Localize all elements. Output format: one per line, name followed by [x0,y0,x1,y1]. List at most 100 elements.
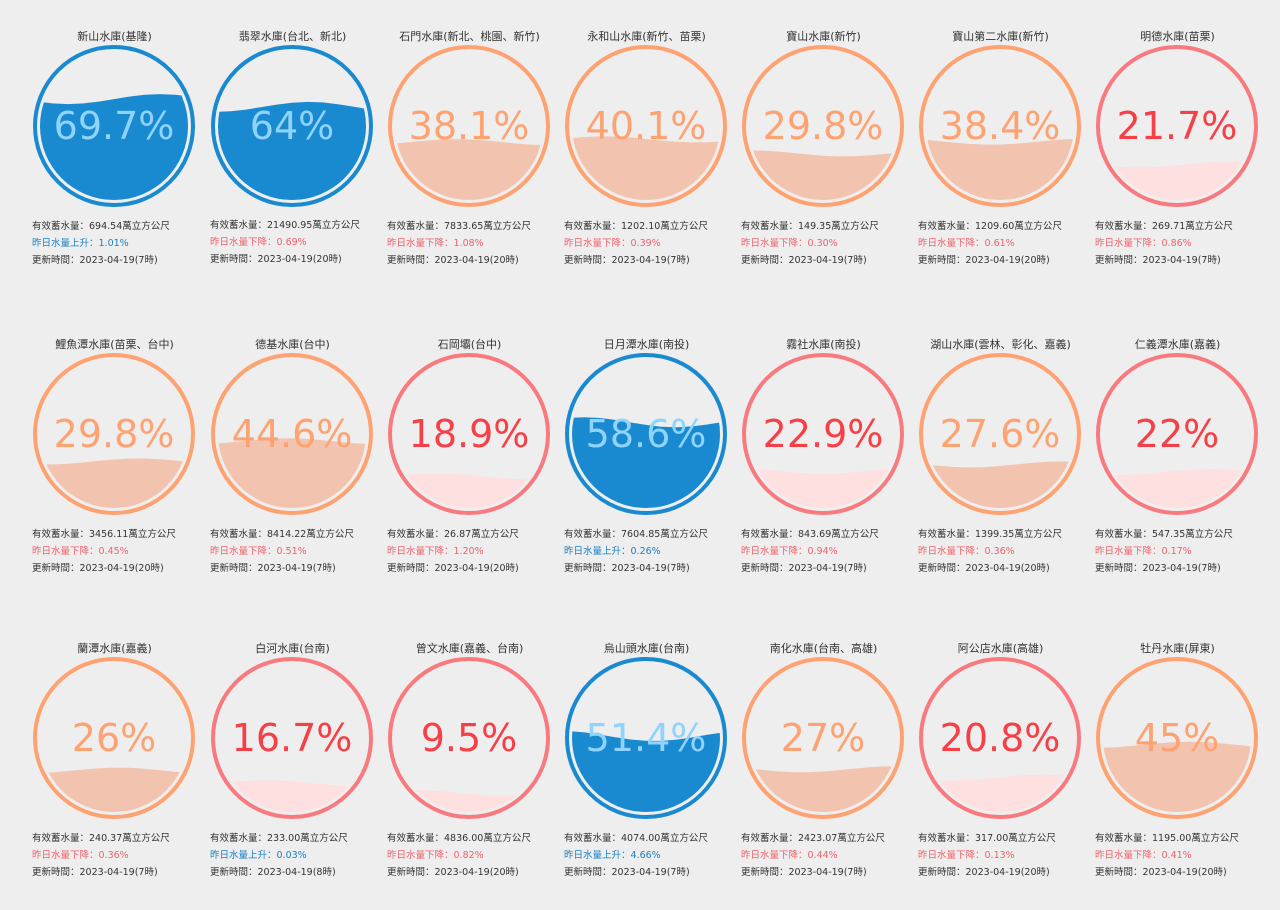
water-level-gauge: 40.1% [564,44,728,208]
gauge-ring [211,45,373,207]
water-fill [218,780,366,812]
percent-label: 26% [72,716,156,760]
reservoir-info: 有效蓄水量：7604.85萬立方公尺 昨日水量上升：0.26% 更新時間：2023-… [564,526,744,577]
reservoir-card[interactable]: 仁義潭水庫(嘉義) 22% 有效蓄水量：547.35萬立方公尺 昨日水量下降：0.17… [1089,336,1266,606]
percent-label: 58.6% [586,412,707,456]
reservoir-card[interactable]: 寶山第二水庫(新竹) 38.4% 有效蓄水量：1209.60萬立方公尺 昨日水量下降：… [912,28,1089,298]
percent-label: 51.4% [586,716,707,760]
water-fill [1103,161,1251,200]
update-time: 更新時間：2023-04-19(7時) [741,867,867,878]
reservoir-card[interactable]: 翡翠水庫(台北、新北) 64% 有效蓄水量：21490.95萬立方公尺 昨日水量下降：… [204,28,381,298]
reservoir-card[interactable]: 石門水庫(新北、桃園、新竹) 38.1% 有效蓄水量：7833.65萬立方公尺 昨日水… [381,28,558,298]
percent-label: 69.7% [54,104,175,148]
percent-label: 16.7% [232,716,353,760]
reservoir-name: 明德水庫(苗栗) [1140,30,1215,43]
water-level-gauge: 16.7% [210,656,374,820]
water-level-gauge: 38.4% [918,44,1082,208]
reservoir-name: 德基水庫(台中) [255,338,330,351]
reservoir-name: 牡丹水庫(屏東) [1140,642,1215,655]
reservoir-info: 有效蓄水量：1202.10萬立方公尺 昨日水量下降：0.39% 更新時間：2023-… [564,218,744,269]
reservoir-card[interactable]: 寶山水庫(新竹) 29.8% 有效蓄水量：149.35萬立方公尺 昨日水量下降：0.3… [735,28,912,298]
reservoir-info: 有效蓄水量：233.00萬立方公尺 昨日水量上升：0.03% 更新時間：2023-0… [210,830,390,881]
reservoir-card[interactable]: 德基水庫(台中) 44.6% 有效蓄水量：8414.22萬立方公尺 昨日水量下降：0.… [204,336,381,606]
reservoir-info: 有效蓄水量：3456.11萬立方公尺 昨日水量下降：0.45% 更新時間：2023-… [32,526,212,577]
water-level-gauge: 45% [1095,656,1259,820]
update-time: 更新時間：2023-04-19(7時) [32,255,158,266]
gauge-ring [742,657,904,819]
reservoir-name: 蘭潭水庫(嘉義) [77,642,152,655]
reservoir-info: 有效蓄水量：1209.60萬立方公尺 昨日水量下降：0.61% 更新時間：2023-… [918,218,1098,269]
percent-label: 9.5% [421,716,518,760]
daily-change: 昨日水量下降：0.45% [32,546,129,557]
daily-change: 昨日水量下降：0.69% [210,237,307,248]
reservoir-card[interactable]: 南化水庫(台南、高雄) 27% 有效蓄水量：2423.07萬立方公尺 昨日水量下降：0… [735,640,912,910]
gauge-ring [388,657,550,819]
reservoir-card[interactable]: 日月潭水庫(南投) 58.6% 有效蓄水量：7604.85萬立方公尺 昨日水量上升：0… [558,336,735,606]
reservoir-card[interactable]: 石岡壩(台中) 18.9% 有效蓄水量：26.87萬立方公尺 昨日水量下降：1.20%… [381,336,558,606]
daily-change: 昨日水量下降：0.61% [918,238,1015,249]
percent-label: 29.8% [54,412,175,456]
reservoir-name: 南化水庫(台南、高雄) [769,642,878,655]
water-fill [926,138,1074,200]
reservoir-card[interactable]: 新山水庫(基隆) 69.7% 有效蓄水量：694.54萬立方公尺 昨日水量上升：1.0… [26,28,203,298]
reservoir-card[interactable]: 牡丹水庫(屏東) 45% 有效蓄水量：1195.00萬立方公尺 昨日水量下降：0.41… [1089,640,1266,910]
reservoir-name: 寶山第二水庫(新竹) [952,30,1049,43]
reservoir-card[interactable]: 鯉魚潭水庫(苗栗、台中) 29.8% 有效蓄水量：3456.11萬立方公尺 昨日水量下… [26,336,203,606]
reservoir-card[interactable]: 明德水庫(苗栗) 21.7% 有效蓄水量：269.71萬立方公尺 昨日水量下降：0.8… [1089,28,1266,298]
daily-change: 昨日水量下降：0.13% [918,850,1015,861]
reservoir-card[interactable]: 永和山水庫(新竹、苗栗) 40.1% 有效蓄水量：1202.10萬立方公尺 昨日水量下… [558,28,735,298]
percent-label: 29.8% [763,104,884,148]
daily-change: 昨日水量下降：1.08% [387,238,484,249]
update-time: 更新時間：2023-04-19(20時) [918,563,1050,574]
update-time: 更新時間：2023-04-19(7時) [1095,255,1221,266]
water-level-gauge: 64% [210,44,374,208]
daily-change: 昨日水量下降：0.39% [564,238,661,249]
reservoir-name: 阿公店水庫(高雄) [957,642,1044,655]
effective-volume: 有效蓄水量：149.35萬立方公尺 [741,221,879,232]
effective-volume: 有效蓄水量：4836.00萬立方公尺 [387,833,531,844]
reservoir-info: 有效蓄水量：269.71萬立方公尺 昨日水量下降：0.86% 更新時間：2023-0… [1095,218,1275,269]
reservoir-card[interactable]: 烏山頭水庫(台南) 51.4% 有效蓄水量：4074.00萬立方公尺 昨日水量上升：4… [558,640,735,910]
gauge-ring [388,353,550,515]
reservoir-name: 白河水庫(台南) [255,642,330,655]
reservoir-name: 湖山水庫(雲林、彰化、嘉義) [930,338,1071,351]
daily-change: 昨日水量下降：0.36% [32,850,129,861]
reservoir-name: 石岡壩(台中) [437,338,502,351]
daily-change: 昨日水量下降：0.86% [1095,238,1192,249]
daily-change: 昨日水量下降：0.36% [918,546,1015,557]
reservoir-card[interactable]: 阿公店水庫(高雄) 20.8% 有效蓄水量：317.00萬立方公尺 昨日水量下降：0.… [912,640,1089,910]
water-level-gauge: 38.1% [387,44,551,208]
reservoir-card[interactable]: 蘭潭水庫(嘉義) 26% 有效蓄水量：240.37萬立方公尺 昨日水量下降：0.36%… [26,640,203,910]
water-fill [926,774,1074,812]
effective-volume: 有效蓄水量：1209.60萬立方公尺 [918,221,1062,232]
reservoir-card[interactable]: 曾文水庫(嘉義、台南) 9.5% 有效蓄水量：4836.00萬立方公尺 昨日水量下降：… [381,640,558,910]
reservoir-info: 有效蓄水量：547.35萬立方公尺 昨日水量下降：0.17% 更新時間：2023-0… [1095,526,1275,577]
daily-change: 昨日水量下降：0.94% [741,546,838,557]
reservoir-info: 有效蓄水量：21490.95萬立方公尺 昨日水量下降：0.69% 更新時間：2023… [210,218,390,268]
update-time: 更新時間：2023-04-19(7時) [564,255,690,266]
reservoir-card[interactable]: 霧社水庫(南投) 22.9% 有效蓄水量：843.69萬立方公尺 昨日水量下降：0.9… [735,336,912,606]
percent-label: 22.9% [763,412,884,456]
reservoir-card[interactable]: 白河水庫(台南) 16.7% 有效蓄水量：233.00萬立方公尺 昨日水量上升：0.0… [204,640,381,910]
percent-label: 44.6% [232,412,353,456]
daily-change: 昨日水量下降：0.41% [1095,850,1192,861]
reservoir-info: 有效蓄水量：317.00萬立方公尺 昨日水量下降：0.13% 更新時間：2023-0… [918,830,1098,881]
reservoir-info: 有效蓄水量：4074.00萬立方公尺 昨日水量上升：4.66% 更新時間：2023-… [564,830,744,881]
update-time: 更新時間：2023-04-19(7時) [32,867,158,878]
percent-label: 22% [1135,412,1219,456]
reservoir-name: 曾文水庫(嘉義、台南) [415,642,524,655]
percent-label: 18.9% [409,412,530,456]
effective-volume: 有效蓄水量：843.69萬立方公尺 [741,529,879,540]
percent-label: 38.1% [409,104,530,148]
gauge-ring [919,657,1081,819]
water-level-gauge: 29.8% [741,44,905,208]
update-time: 更新時間：2023-04-19(20時) [1095,867,1227,878]
reservoir-info: 有效蓄水量：4836.00萬立方公尺 昨日水量下降：0.82% 更新時間：2023-… [387,830,567,881]
daily-change: 昨日水量下降：0.17% [1095,546,1192,557]
reservoir-name: 日月潭水庫(南投) [603,338,690,351]
reservoir-card[interactable]: 湖山水庫(雲林、彰化、嘉義) 27.6% 有效蓄水量：1399.35萬立方公尺 昨日水… [912,336,1089,606]
reservoir-name: 石門水庫(新北、桃園、新竹) [399,30,540,43]
daily-change: 昨日水量下降：0.82% [387,850,484,861]
water-level-gauge: 18.9% [387,352,551,516]
